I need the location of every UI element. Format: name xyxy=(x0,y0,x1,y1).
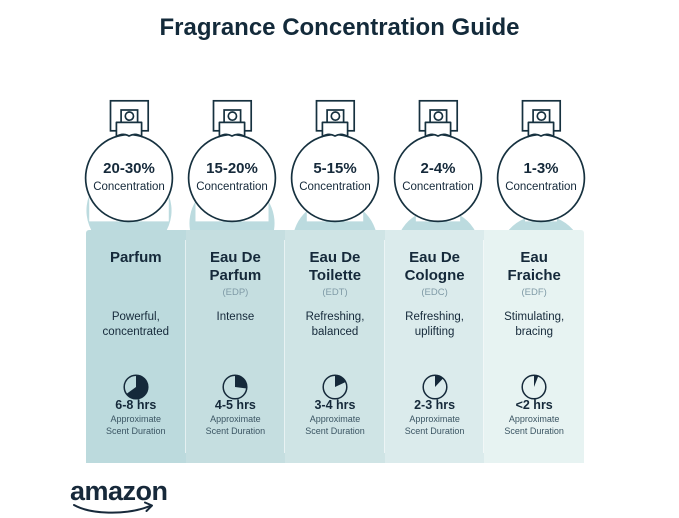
svg-text:amazon: amazon xyxy=(70,476,168,506)
svg-text:5-15%: 5-15% xyxy=(313,160,356,177)
svg-text:Concentration: Concentration xyxy=(505,181,577,193)
svg-text:Concentration: Concentration xyxy=(196,181,268,193)
svg-text:1-3%: 1-3% xyxy=(523,160,558,177)
svg-text:Concentration: Concentration xyxy=(299,181,371,193)
svg-text:Concentration: Concentration xyxy=(93,181,165,193)
svg-text:20-30%: 20-30% xyxy=(103,160,155,177)
svg-text:15-20%: 15-20% xyxy=(206,160,258,177)
svg-text:2-4%: 2-4% xyxy=(420,160,455,177)
svg-text:Concentration: Concentration xyxy=(402,181,474,193)
